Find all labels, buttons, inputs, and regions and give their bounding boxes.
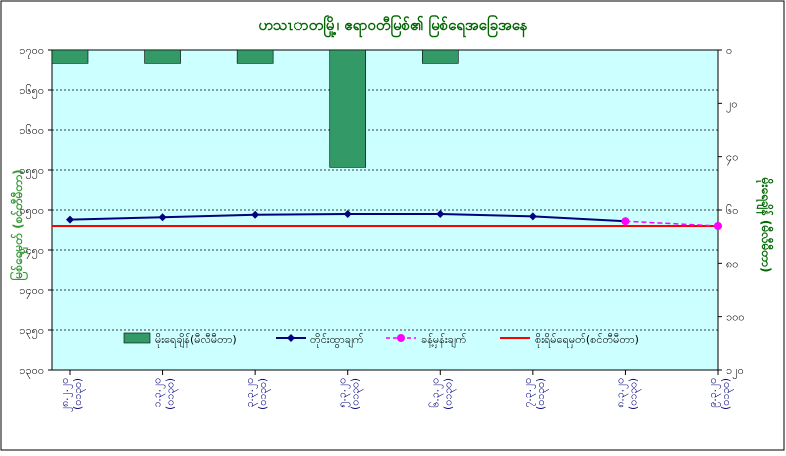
x-tick-label: ၁.၃.၂၀ (၀၁၃၀) [152,378,179,410]
y-right-tick-label: ၈၀ [726,257,738,270]
legend-label-observed: တိုင်းထွာချက် [310,333,364,348]
y-left-tick-label: ၁၇၀၀ [19,44,44,59]
rainfall-bar [144,49,181,64]
rainfall-bar [51,49,89,64]
y-right-tick-label: ၂၀ [726,97,738,112]
x-tick-label-line: ၉.၃.၂၀ [707,378,721,408]
legend: မိုးရေချိန်(မီလီမီတာ) တိုင်းထွာချက် ခန့်… [123,332,639,348]
axis-layer: ၁၃၀၀ ၁၃၅၀ ၁၄၀၀ ၁၄၅၀ ၁၅၀၀ ၁၅၅၀ ၁၆၀၀ ၁၆၅၀ ၁၇၀၀ ၀၂၀၄… [19,44,744,412]
y-left-tick-label: ၁၃၅၀ [19,324,44,339]
legend-label-rainfall: မိုးရေချိန်(မီလီမီတာ) [155,333,237,348]
observed-point [436,210,445,218]
y-left-tick-label: ၁၄၅၀ [19,244,44,259]
x-tick-label-line: ၇.၃.၂၀ [522,378,536,408]
forecast-point [621,217,630,226]
x-tick-label: ၈.၃.၂၀ (၀၁၃၀) [614,378,641,410]
x-tick-label: ၅.၃.၂၀ (၀၁၃၀) [337,378,364,410]
x-tick-label-line: ၁.၃.၂၀ [152,378,166,408]
x-tick-label-line: (၀၁၃၀) [165,378,179,410]
x-tick-label-line: (၀၁၃၀) [535,378,549,410]
legend-label-forecast: ခန့်မှန်းချက် [421,333,467,348]
x-tick-label-line: (၀၁၃၀) [257,378,271,410]
y-left-tick-label: ၁၆၀၀ [19,124,44,137]
observed-point [343,210,352,218]
x-tick-label-line: ၈.၃.၂၀ [614,378,628,408]
x-tick-label: ၃.၃.၂၀ (၀၁၃၀) [244,378,271,410]
legend-swatch-rainfall [123,332,151,344]
legend-marker-observed [287,334,295,342]
y-left-tick-label: ၁၆၅၀ [19,84,44,99]
x-tick-label-line: (၀၁၃၀) [350,378,364,410]
x-tick-label: ၂၈.၂.၂၀ (၀၁၃၀) [59,378,86,412]
grid-layer [52,89,718,331]
y-right-tick-label: ၆၀ [726,204,738,217]
x-tick-label-line: (၀၁၃၀) [627,378,641,410]
x-tick-label-line: ၃.၃.၂၀ [244,378,258,408]
forecast-point [714,222,722,230]
rainfall-bar [421,49,459,64]
bar-layer [51,49,459,168]
y-right-tick-label: ၁၀၀ [726,311,745,324]
rainfall-bar [236,49,274,64]
x-tick-label-line: (၀၁၃၀) [720,378,734,410]
x-tick-label-line: (၀၁၃၀) [72,378,86,410]
y-right-tick-label: ၀ [726,44,732,57]
x-tick-label-line: ၅.၃.၂၀ [337,378,351,408]
observed-point [251,210,260,219]
y-axis-left-label: မြစ်ရေမှတ် (စင်တီမီတာ) [8,169,29,280]
legend-label-danger: စိုးရိမ်ရေမှတ်(စင်တီမီတာ) [535,333,639,348]
observed-point [66,215,74,224]
x-tick-label-line: ၂၈.၂.၂၀ [59,378,73,412]
y-left-tick-label: ၁၄၀၀ [19,284,44,299]
x-tick-label-line: ၆.၃.၂၀ [428,378,443,408]
y-left-tick-label: ၁၃၀၀ [19,364,44,379]
y-left-tick-label: ၁၅၅၀ [19,164,44,179]
y-right-tick-label: ၄၀ [726,151,738,166]
y-left-tick-label: ၁၅၀၀ [19,204,44,219]
y-right-tick-label: ၁၂၀ [726,364,744,379]
x-tick-label: ၆.၃.၂၀ (၀၁၃၀) [428,378,456,410]
x-tick-label-line: (၀၁၃၀) [442,378,456,410]
rainfall-bar [329,49,367,168]
observed-point [528,212,537,221]
x-tick-label: ၇.၃.၂၀ (၀၁၃၀) [522,378,549,410]
x-tick-label: ၉.၃.၂၀ (၀၁၃၀) [707,378,734,410]
line-layer [52,210,722,230]
y-axis-right-label: မိုးရေချိန် (မီလီမီတာ) [755,177,775,273]
observed-point [158,213,167,222]
legend-marker-forecast [397,334,405,342]
